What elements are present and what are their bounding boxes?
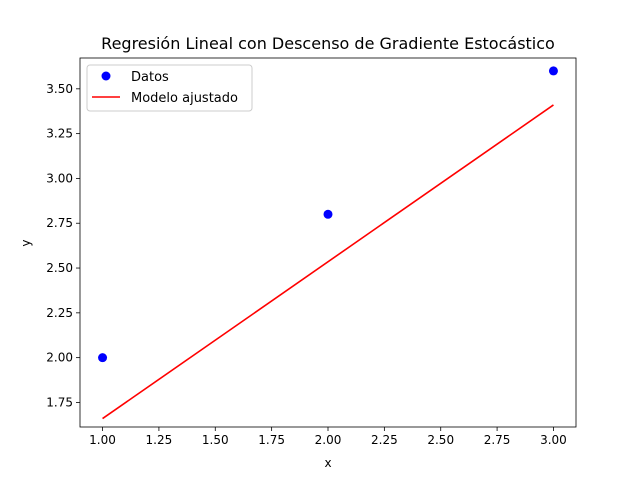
plot-area: 1.00 1.25 1.50 1.75 2.00 2.25 2.50 2.75 3.00 1.7… <box>46 57 577 447</box>
y-tick-label: 3.50 <box>46 82 73 96</box>
x-tick-label: 2.50 <box>427 433 454 447</box>
y-tick-label: 2.00 <box>46 351 73 365</box>
legend-label-datos: Datos <box>131 70 169 85</box>
x-tick-label: 1.25 <box>146 433 173 447</box>
x-tick-label: 2.75 <box>484 433 511 447</box>
x-axis-label: x <box>324 456 331 470</box>
x-axis-ticks: 1.00 1.25 1.50 1.75 2.00 2.25 2.50 2.75 3.00 <box>89 427 567 447</box>
x-tick-label: 1.50 <box>202 433 229 447</box>
data-point <box>548 66 558 76</box>
x-tick-label: 1.75 <box>258 433 285 447</box>
fitted-line <box>102 104 554 420</box>
x-tick-label: 1.00 <box>89 433 116 447</box>
x-tick-label: 2.00 <box>315 433 342 447</box>
y-axis-ticks: 1.75 2.00 2.25 2.50 2.75 3.00 3.25 3.50 <box>46 82 80 409</box>
legend: Datos Modelo ajustado <box>86 64 253 112</box>
y-tick-label: 2.50 <box>46 261 73 275</box>
data-point <box>323 209 333 219</box>
y-tick-label: 3.25 <box>46 127 73 141</box>
y-tick-label: 3.00 <box>46 171 73 185</box>
y-tick-label: 2.25 <box>46 306 73 320</box>
legend-frame <box>86 64 253 112</box>
y-axis-label: y <box>19 239 33 246</box>
series-layer <box>98 66 558 420</box>
data-point <box>98 353 108 363</box>
chart-title: Regresión Lineal con Descenso de Gradien… <box>101 34 555 53</box>
plot-frame <box>79 57 577 428</box>
legend-label-modelo-ajustado: Modelo ajustado <box>131 91 238 106</box>
y-tick-label: 2.75 <box>46 216 73 230</box>
x-tick-label: 3.00 <box>540 433 567 447</box>
legend-marker-datos <box>101 71 111 81</box>
x-tick-label: 2.25 <box>371 433 398 447</box>
y-tick-label: 1.75 <box>46 395 73 409</box>
